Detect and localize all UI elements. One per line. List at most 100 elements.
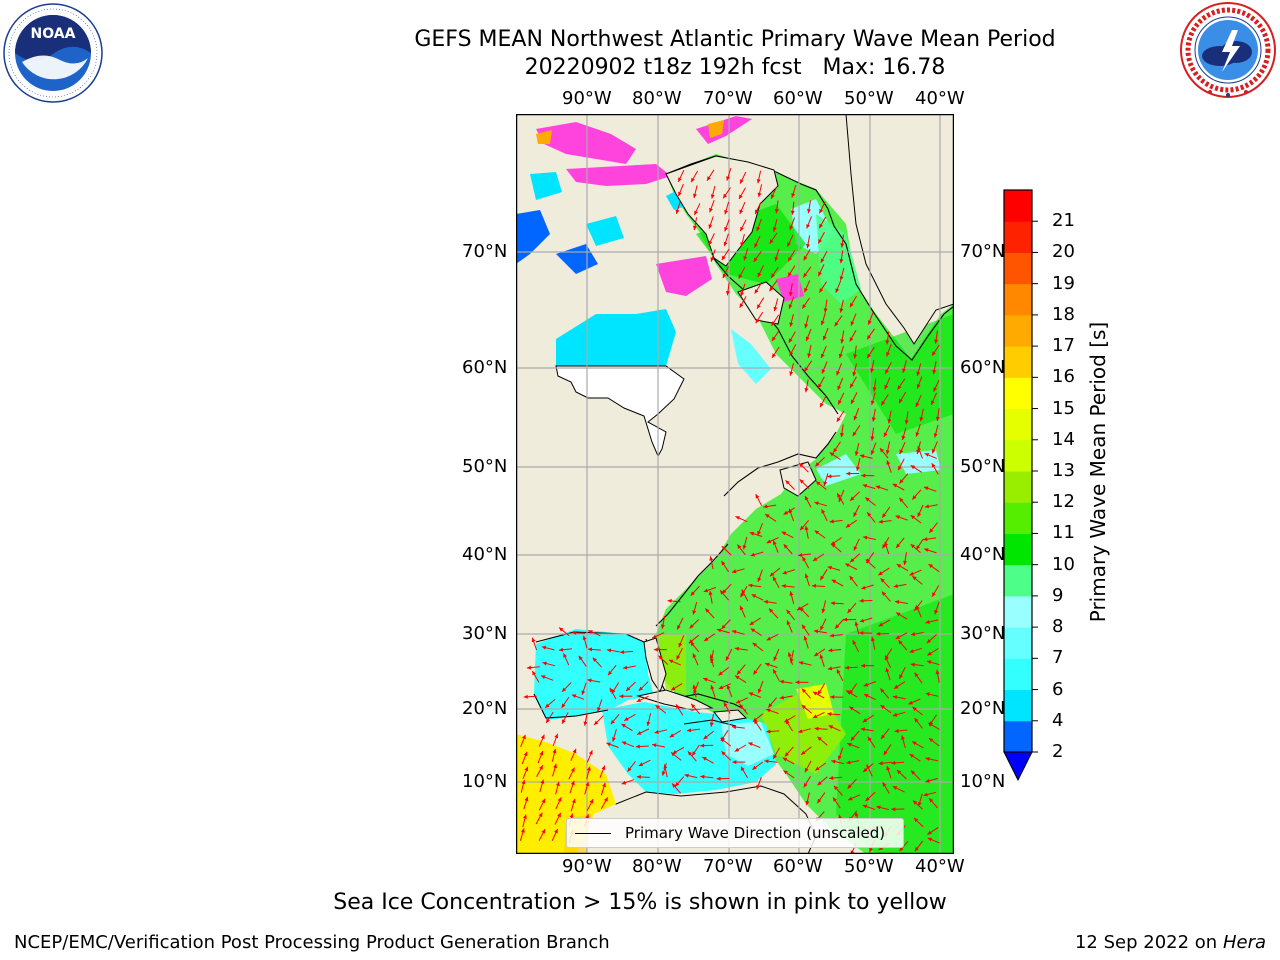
wave-arrow-head: [703, 677, 708, 682]
wave-arrow-head: [882, 513, 887, 518]
wave-arrow-head: [856, 466, 860, 471]
wave-arrow-head: [912, 707, 917, 711]
wave-arrow-head: [740, 592, 745, 598]
wave-arrow-head: [722, 273, 727, 279]
wave-arrow-head: [827, 565, 832, 570]
wave-arrow-head: [902, 368, 906, 373]
wave-arrow-head: [571, 798, 576, 804]
wave-arrow-head: [661, 771, 666, 776]
wave-arrow-head: [769, 286, 774, 292]
wave-arrow-head: [836, 371, 840, 376]
wave-arrow-head: [668, 659, 674, 664]
title-line-1: GEFS MEAN Northwest Atlantic Primary Wav…: [414, 27, 1056, 52]
wave-arrow-head: [556, 781, 560, 787]
lon-label-bottom-70w: 70°W: [703, 856, 753, 877]
wave-arrow-head: [852, 431, 857, 437]
wave-arrow-head: [910, 632, 916, 636]
wave-arrow-head: [597, 707, 601, 712]
wave-arrow-head: [850, 321, 855, 326]
wave-direction-arrows: [519, 168, 940, 854]
wave-arrow-head: [838, 400, 842, 405]
wave-arrow-head: [895, 635, 901, 639]
wave-arrow-head: [854, 621, 859, 626]
wave-arrow-head: [742, 545, 747, 550]
wave-arrow-head: [751, 594, 757, 598]
wave-arrow-head: [532, 671, 536, 676]
wave-arrow-head: [675, 782, 680, 787]
wave-arrow-head: [878, 761, 883, 766]
wave-arrow-head: [928, 723, 933, 727]
wave-arrow-head: [898, 465, 902, 471]
wave-arrow-head: [909, 754, 914, 758]
wave-arrow-head: [862, 804, 868, 809]
wave-arrow-head: [864, 694, 869, 698]
lat-label-right-40n: 40°N: [960, 544, 1006, 565]
wave-arrow-head: [749, 621, 755, 625]
colorbar-tick-label: 18: [1052, 303, 1075, 325]
wave-arrow-head: [836, 669, 841, 674]
wave-arrow-head: [766, 636, 771, 641]
wave-arrow-head: [845, 523, 851, 528]
lon-label-bottom-80w: 80°W: [632, 856, 682, 877]
wave-arrow-head: [820, 575, 825, 581]
wave-arrow-head: [799, 479, 804, 484]
wave-arrow-head: [804, 323, 809, 329]
wave-arrow-head: [835, 288, 840, 293]
wave-arrow-head: [851, 399, 855, 404]
wave-arrow-head: [721, 624, 726, 629]
wave-arrow-head: [708, 224, 713, 229]
wave-arrow-head: [804, 525, 809, 531]
wave-arrow-head: [755, 318, 760, 324]
wave-arrow-head: [652, 634, 657, 639]
wave-arrow-head: [928, 738, 934, 743]
wave-arrow-head: [606, 648, 612, 653]
wave-arrow-head: [773, 669, 777, 674]
wave-arrow-head: [678, 191, 682, 197]
wave-arrow-head: [773, 754, 777, 759]
wave-arrow-head: [552, 748, 557, 754]
wave-arrow-head: [925, 620, 930, 624]
wave-arrow-head: [739, 704, 744, 709]
wave-arrow-head: [594, 720, 599, 725]
wave-arrow-head: [892, 712, 898, 717]
wave-arrow-head: [865, 497, 870, 502]
wave-arrow-head: [636, 774, 641, 779]
wave-arrow-head: [789, 225, 794, 230]
wave-arrow-head: [635, 744, 640, 749]
wave-arrow-head: [520, 828, 525, 833]
wave-arrow-head: [676, 655, 681, 660]
wave-arrow-head: [559, 627, 564, 632]
wave-arrow-head: [789, 371, 794, 376]
wave-arrow-head: [806, 243, 810, 249]
wave-arrow-head: [802, 624, 806, 629]
wave-arrow-head: [621, 741, 627, 746]
wave-arrow-head: [878, 519, 883, 524]
wave-arrow-head: [910, 515, 916, 520]
wave-arrow-head: [703, 735, 708, 740]
wave-arrow-head: [924, 548, 929, 552]
wave-arrow-head: [786, 620, 791, 625]
wave-arrow-head: [756, 179, 761, 184]
wave-arrow-head: [814, 501, 819, 506]
wave-arrow-head: [569, 813, 574, 818]
wave-arrow-head: [604, 797, 608, 802]
wave-arrow-head: [694, 210, 698, 216]
wave-arrow-head: [541, 675, 546, 679]
wave-arrow-head: [886, 766, 891, 771]
wave-arrow-head: [764, 759, 769, 764]
wave-arrow-head: [861, 473, 866, 478]
wave-arrow-head: [587, 678, 592, 683]
wave-arrow-head: [734, 646, 740, 651]
wave-arrow-head: [867, 320, 872, 325]
colorbar-tick-label: 4: [1052, 709, 1064, 731]
wave-arrow-head: [769, 239, 774, 244]
wave-arrow-head: [606, 742, 611, 747]
colorbar-tick-label: 6: [1052, 678, 1064, 700]
wave-arrow-head: [929, 528, 934, 533]
wave-arrow-head: [815, 766, 820, 771]
lon-label-top-60w: 60°W: [773, 88, 823, 109]
wave-arrow-head: [870, 450, 875, 455]
wave-arrow-head: [772, 227, 777, 232]
wave-arrow-head: [763, 600, 768, 604]
wave-arrow-head: [671, 686, 676, 691]
